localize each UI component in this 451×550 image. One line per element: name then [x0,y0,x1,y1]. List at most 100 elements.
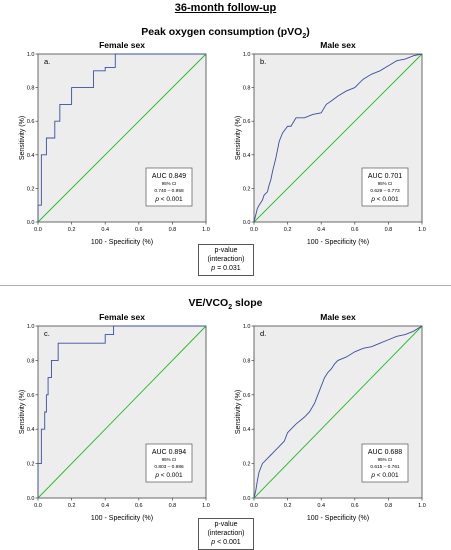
ci-label: 95% CI [378,181,393,186]
y-tick-label: 0.6 [243,393,251,399]
section-title-end: ) [306,26,310,38]
p-symbol: p [211,539,216,546]
y-axis-label: Sensitivity (%) [19,116,26,160]
pvalue-value: < 0.001 [217,539,241,546]
x-axis-label: 100 - Specificity (%) [91,515,153,522]
section-divider [0,285,451,286]
x-tick-label: 0.8 [385,227,393,233]
panel-letter: a. [44,57,50,66]
y-tick-label: 0.2 [27,186,35,192]
main-title: 36-month follow-up [174,2,277,14]
y-tick-label: 0.2 [243,186,251,192]
y-tick-label: 0.0 [243,496,251,502]
pvalue-label: p-value [214,521,238,528]
stats-box-border [145,443,193,483]
roc-chart-b: Male sex 0.0 0.2 0.4 0.6 0.8 1.0 0.0 0.2 0.4 0.6 0.… [235,40,426,246]
pvalue-value: = 0.031 [217,265,241,272]
x-tick-label: 1.0 [418,503,426,509]
y-tick-label: 0.6 [243,119,251,125]
pvalue-value-row: p < 0.001 [199,538,253,547]
ci-label: 95% CI [378,457,393,462]
auc-value: AUC 0.849 [152,173,186,180]
panel-title: Female sex [99,40,145,50]
y-tick-label: 0.8 [243,86,251,92]
x-tick-label: 0.4 [101,227,109,233]
p-value-text: < 0.001 [159,472,183,479]
auc-value: AUC 0.688 [368,449,402,456]
x-tick-label: 0.8 [169,503,177,509]
y-axis-label: Sensitivity (%) [235,116,242,160]
section-title-end: slope [232,297,263,309]
p-value: p < 0.001 [154,196,183,203]
section-title-vevco2: VE/VCO2 slope [0,297,451,311]
y-tick-label: 1.0 [27,52,35,58]
x-tick-label: 0.2 [68,503,76,509]
ci-range: 0.740 – 0.958 [154,188,184,194]
roc-curve [37,325,206,498]
ci-label: 95% CI [162,181,177,186]
pvalue-interaction-label: (interaction) [207,530,245,537]
y-axis-label: Sensitivity (%) [19,390,26,434]
y-tick-label: 0.4 [27,153,35,159]
y-tick-label: 0.8 [27,358,35,364]
roc-curve [253,325,423,499]
section-title-pvo2: Peak oxygen consumption (pVO2) [0,26,451,40]
y-tick-label: 0.0 [27,496,35,502]
stats-box-border [361,443,409,483]
x-tick-label: 1.0 [202,227,210,233]
auc-value: AUC 0.701 [368,173,402,180]
ci-range: 0.803 – 0.986 [154,464,184,470]
panel-title: Male sex [320,40,356,50]
y-tick-label: 0.8 [27,86,35,92]
roc-curve [253,53,423,223]
p-symbol: p [154,472,159,479]
y-tick-label: 0.2 [243,462,251,468]
auc-value: AUC 0.894 [152,449,186,456]
reference-line [37,325,207,499]
y-axis-label: Sensitivity (%) [235,390,242,434]
x-tick-label: 1.0 [202,503,210,509]
panel-letter: d. [260,329,266,338]
roc-chart-a: Female sex 0.0 0.2 0.4 0.6 0.8 1.0 0.0 0.2 0.4 0.6… [19,40,210,246]
x-tick-label: 0.2 [284,227,292,233]
x-tick-label: 0.2 [68,227,76,233]
panel-letter: c. [44,329,50,338]
p-symbol: p [370,196,375,203]
reference-line [253,53,423,223]
x-tick-label: 0.4 [317,503,325,509]
panel-title: Male sex [320,312,356,322]
section-title-text: VE/VCO [188,297,229,309]
roc-chart-c: Female sex 0.0 0.2 0.4 0.6 0.8 1.0 0.0 0.2 0.4 0.6… [19,312,210,522]
p-value-text: < 0.001 [375,472,399,479]
ci-label: 95% CI [162,457,177,462]
section-title-subscript: 2 [228,304,233,312]
y-tick-label: 1.0 [243,52,251,58]
p-symbol: p [211,265,216,272]
roc-curve [37,53,206,222]
x-tick-label: 0.4 [317,227,325,233]
x-tick-label: 0.0 [34,503,42,509]
y-tick-label: 0.0 [27,220,35,226]
y-tick-label: 0.8 [243,358,251,364]
x-tick-label: 0.0 [250,503,258,509]
stats-box-border [361,167,409,207]
x-tick-label: 0.0 [250,227,258,233]
reference-line [37,53,207,223]
pvalue-value-row: p = 0.031 [199,264,253,273]
p-value-text: < 0.001 [375,196,399,203]
y-tick-label: 0.2 [27,462,35,468]
x-tick-label: 0.6 [351,503,359,509]
x-tick-label: 0.0 [34,227,42,233]
x-tick-label: 0.6 [135,503,143,509]
x-tick-label: 1.0 [418,227,426,233]
reference-line [253,325,423,499]
x-tick-label: 0.8 [385,503,393,509]
section-title-text: Peak oxygen consumption (pVO [141,26,303,38]
stats-box-border [145,167,193,207]
panel-title: Female sex [99,312,145,322]
x-tick-label: 0.6 [135,227,143,233]
p-value-text: < 0.001 [159,196,183,203]
x-axis-label: 100 - Specificity (%) [91,239,153,246]
